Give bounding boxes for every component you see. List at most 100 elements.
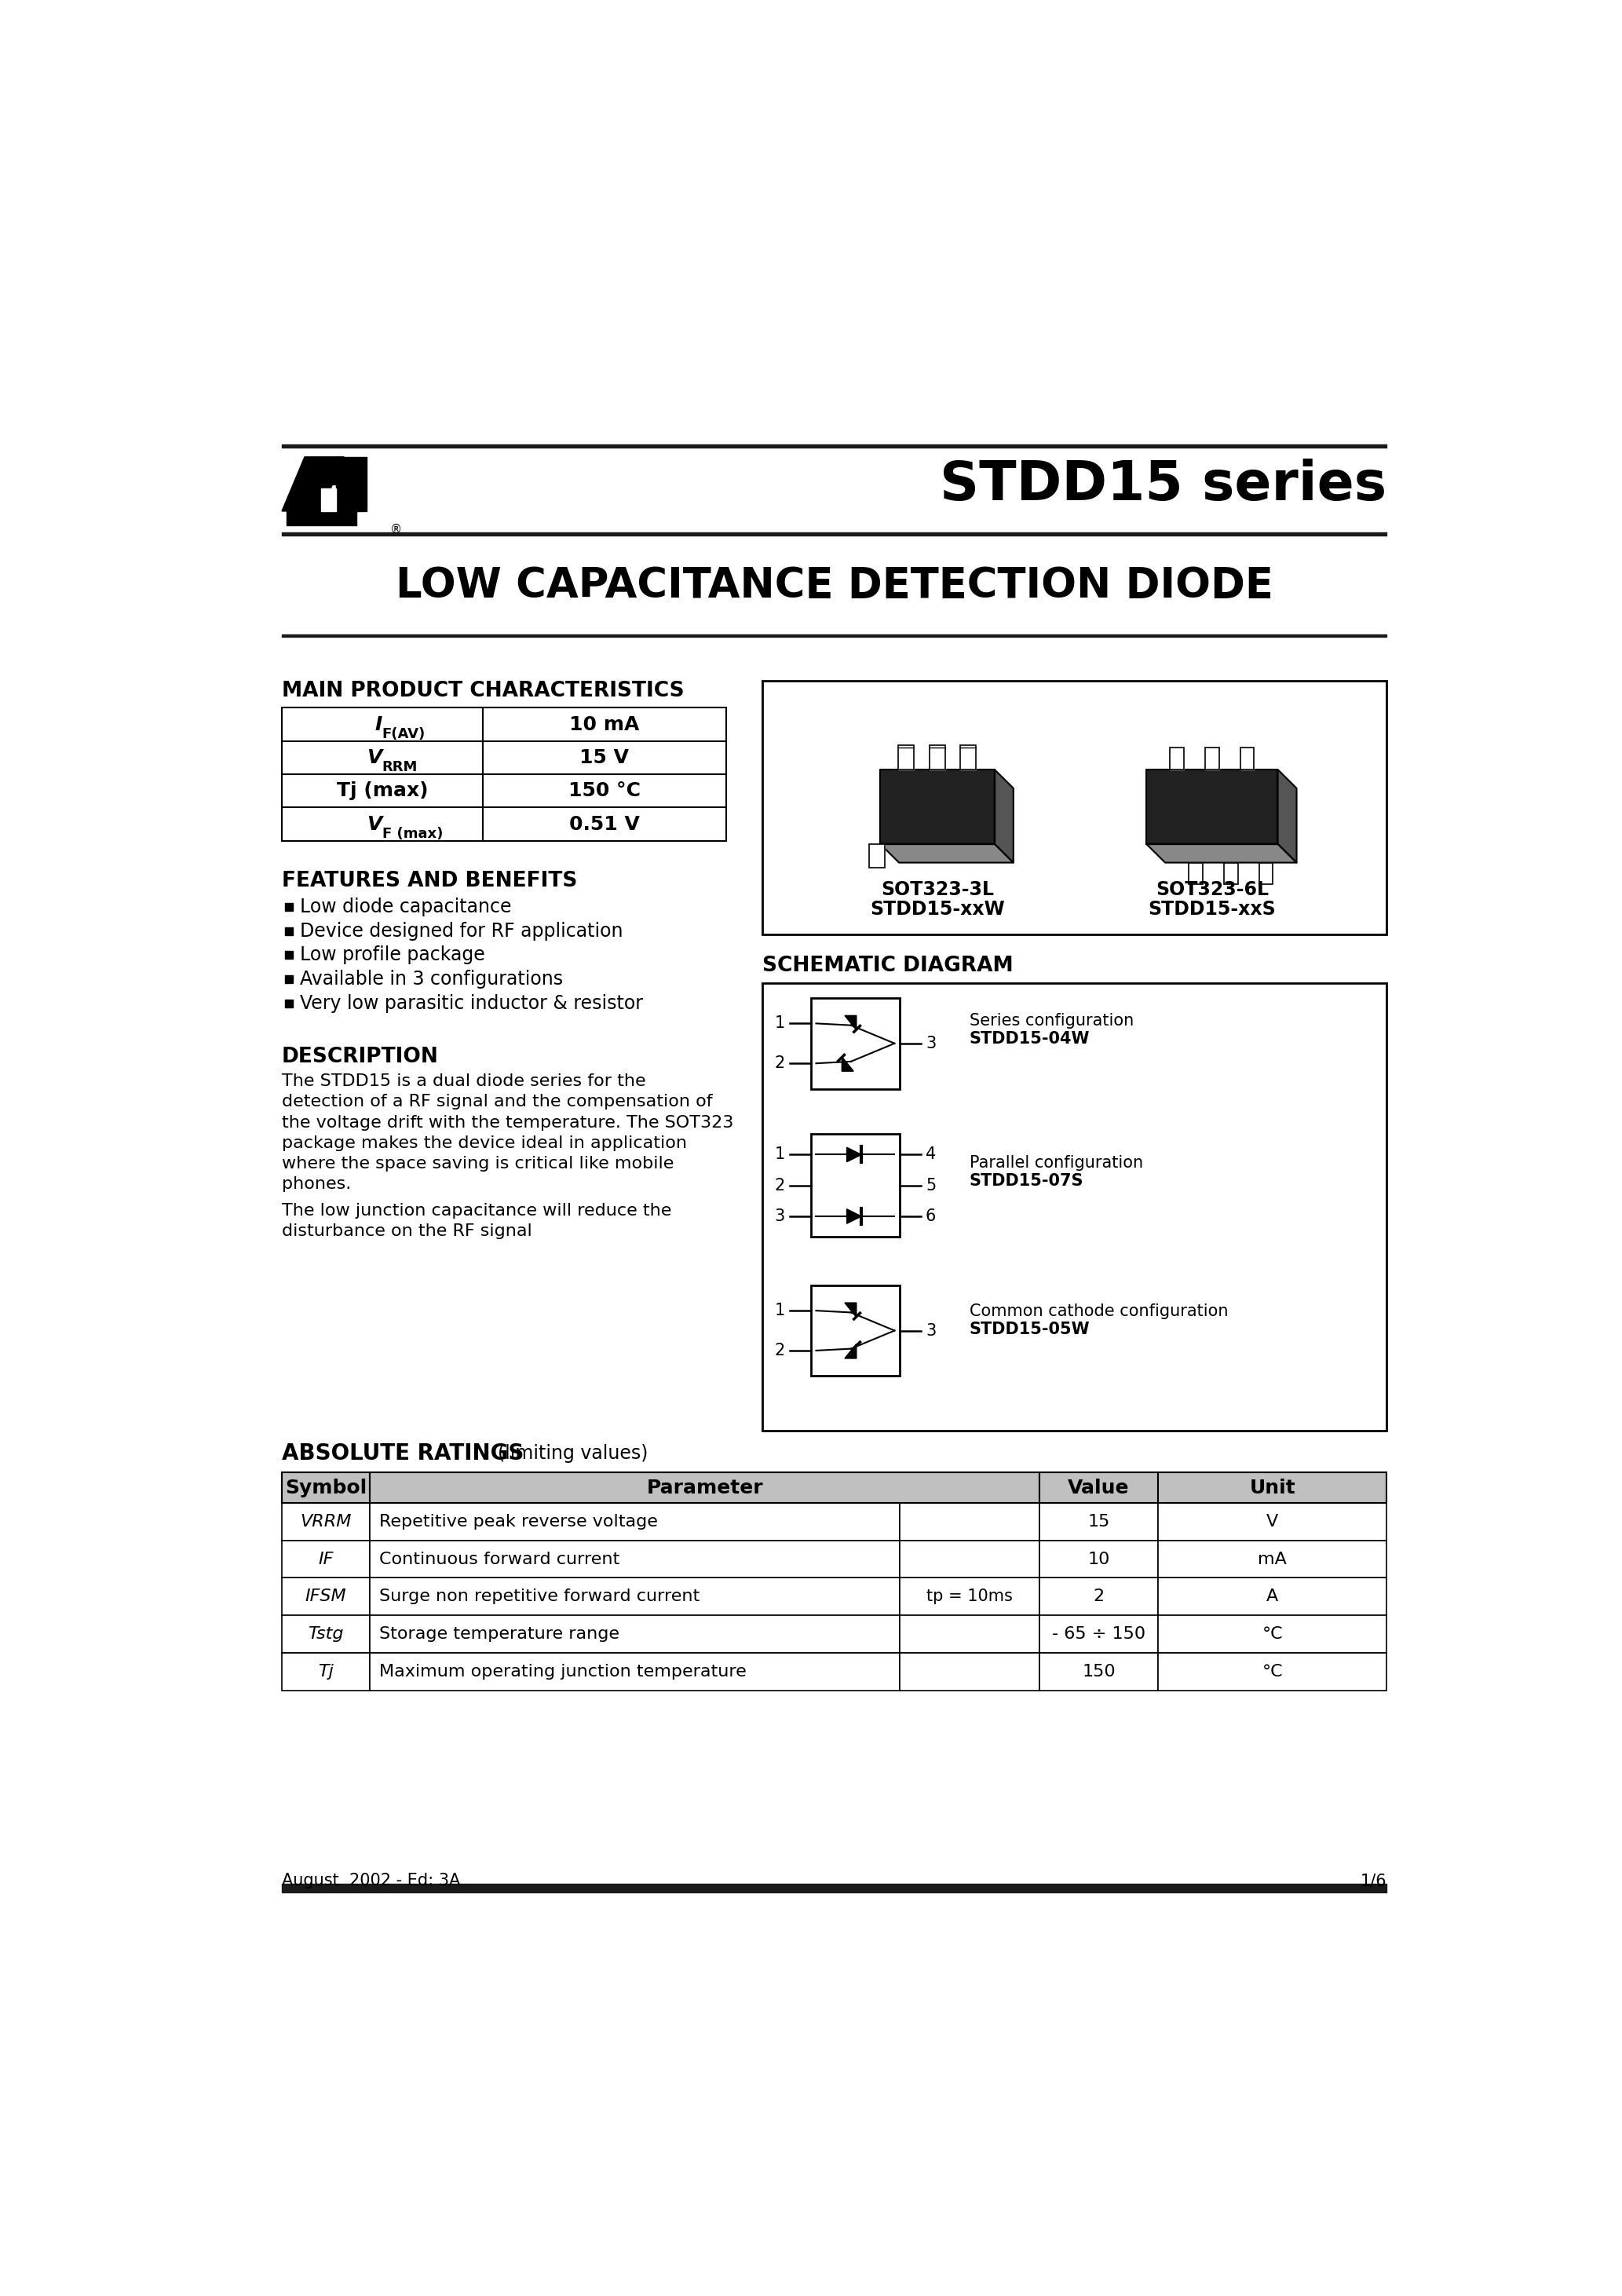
Text: RRM: RRM	[383, 760, 418, 774]
Bar	[811, 1134, 900, 1238]
Polygon shape	[994, 769, 1014, 863]
Text: V: V	[367, 815, 383, 833]
Text: 150: 150	[1082, 1665, 1116, 1678]
Text: Unit: Unit	[1249, 1479, 1296, 1497]
Polygon shape	[881, 845, 1014, 863]
Bar	[900, 1577, 1040, 1616]
Bar	[282, 1883, 1387, 1892]
Polygon shape	[845, 1302, 856, 1318]
Bar	[899, 746, 915, 769]
Text: phones.: phones.	[282, 1176, 350, 1192]
Bar	[1158, 1472, 1387, 1504]
Text: 1: 1	[775, 1302, 785, 1318]
Polygon shape	[1147, 769, 1278, 845]
Text: (limiting values): (limiting values)	[498, 1444, 649, 1463]
Text: 10: 10	[1087, 1552, 1109, 1566]
Bar	[1040, 1504, 1158, 1541]
Polygon shape	[321, 489, 336, 512]
Bar	[1169, 748, 1184, 769]
Polygon shape	[282, 457, 344, 512]
Bar	[900, 1616, 1040, 1653]
Bar	[1158, 1504, 1387, 1541]
Text: V: V	[367, 748, 383, 767]
Text: Storage temperature range: Storage temperature range	[380, 1626, 620, 1642]
Text: Repetitive peak reverse voltage: Repetitive peak reverse voltage	[380, 1513, 659, 1529]
Text: IFSM: IFSM	[305, 1589, 347, 1605]
Polygon shape	[845, 1343, 856, 1359]
Bar	[960, 746, 976, 769]
Text: F(AV): F(AV)	[383, 728, 425, 742]
Text: 2: 2	[775, 1343, 785, 1359]
Text: 10 mA: 10 mA	[569, 714, 639, 735]
Text: IF: IF	[318, 1552, 334, 1566]
Bar	[762, 983, 1387, 1430]
Polygon shape	[287, 510, 357, 526]
Bar	[762, 680, 1387, 934]
Bar	[282, 1472, 370, 1504]
Bar	[1205, 748, 1218, 769]
Text: August  2002 - Ed: 3A: August 2002 - Ed: 3A	[282, 1874, 461, 1890]
Polygon shape	[842, 1056, 853, 1072]
Text: package makes the device ideal in application: package makes the device ideal in applic…	[282, 1134, 688, 1150]
Bar	[282, 634, 1387, 636]
Text: Surge non repetitive forward current: Surge non repetitive forward current	[380, 1589, 699, 1605]
Bar	[282, 742, 483, 774]
Polygon shape	[305, 457, 344, 484]
Text: - 65 ÷ 150: - 65 ÷ 150	[1053, 1626, 1145, 1642]
Text: Available in 3 configurations: Available in 3 configurations	[300, 969, 563, 990]
Bar	[483, 808, 727, 840]
Bar	[282, 1541, 370, 1577]
Text: DESCRIPTION: DESCRIPTION	[282, 1047, 440, 1068]
Text: disturbance on the RF signal: disturbance on the RF signal	[282, 1224, 532, 1240]
Bar	[1241, 748, 1254, 769]
Bar	[370, 1504, 900, 1541]
Bar	[370, 1616, 900, 1653]
Text: mA: mA	[1259, 1552, 1286, 1566]
Bar	[869, 845, 886, 868]
Bar	[1158, 1541, 1387, 1577]
Text: 3: 3	[775, 1208, 785, 1224]
Text: SOT323-3L: SOT323-3L	[881, 879, 994, 900]
Bar	[1189, 863, 1202, 884]
Text: STDD15 series: STDD15 series	[941, 459, 1387, 512]
Bar	[1040, 1653, 1158, 1690]
Text: 2: 2	[775, 1056, 785, 1072]
Text: I: I	[375, 714, 383, 735]
Text: LOW CAPACITANCE DETECTION DIODE: LOW CAPACITANCE DETECTION DIODE	[396, 565, 1273, 606]
Text: V: V	[1267, 1513, 1278, 1529]
Bar	[370, 1577, 900, 1616]
Text: Continuous forward current: Continuous forward current	[380, 1552, 620, 1566]
Bar	[1158, 1616, 1387, 1653]
Text: Value: Value	[1067, 1479, 1129, 1497]
Text: Tj (max): Tj (max)	[336, 781, 428, 801]
Text: 2: 2	[1093, 1589, 1105, 1605]
Text: 6: 6	[926, 1208, 936, 1224]
Text: 4: 4	[926, 1146, 936, 1162]
Text: STDD15-05W: STDD15-05W	[970, 1322, 1090, 1336]
Text: 1: 1	[775, 1146, 785, 1162]
Bar	[282, 707, 483, 742]
Text: SCHEMATIC DIAGRAM: SCHEMATIC DIAGRAM	[762, 955, 1014, 976]
Bar	[900, 1653, 1040, 1690]
Text: Device designed for RF application: Device designed for RF application	[300, 921, 623, 941]
Text: 1: 1	[775, 1015, 785, 1031]
Bar	[1259, 863, 1273, 884]
Bar	[1189, 863, 1202, 884]
Text: SOT323-6L: SOT323-6L	[1155, 879, 1268, 900]
Text: Very low parasitic inductor & resistor: Very low parasitic inductor & resistor	[300, 994, 644, 1013]
Text: F (max): F (max)	[383, 827, 443, 840]
Text: STDD15-07S: STDD15-07S	[970, 1173, 1083, 1189]
Text: Series configuration: Series configuration	[970, 1013, 1134, 1029]
Bar	[370, 1541, 900, 1577]
Text: 15: 15	[1087, 1513, 1109, 1529]
Bar	[1205, 748, 1218, 769]
Text: Low profile package: Low profile package	[300, 946, 485, 964]
Text: Parallel configuration: Parallel configuration	[970, 1155, 1144, 1171]
Text: 3: 3	[926, 1322, 936, 1339]
Polygon shape	[847, 1210, 861, 1224]
Bar	[1158, 1653, 1387, 1690]
Text: ®: ®	[391, 523, 402, 535]
Bar	[282, 1577, 370, 1616]
Bar	[1040, 1616, 1158, 1653]
Bar	[1259, 863, 1273, 884]
